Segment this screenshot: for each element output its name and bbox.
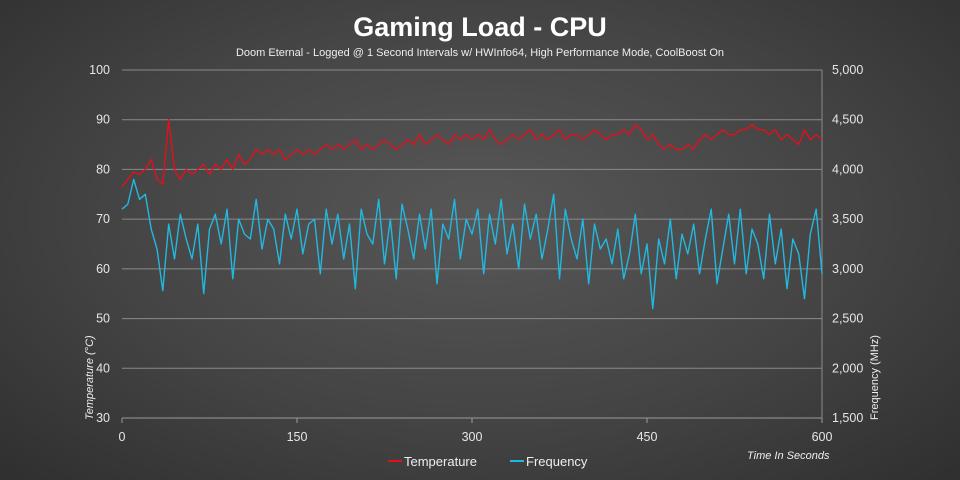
y-right-tick-label: 3,000 (832, 262, 863, 276)
series-line-temperature (121, 118, 823, 188)
y-axis-right-label: Frequency (MHz) (869, 335, 881, 420)
x-tick-label: 450 (637, 430, 658, 444)
legend: Temperature Frequency (388, 454, 588, 469)
y-right-tick-label: 1,500 (832, 411, 863, 425)
y-left-tick-label: 60 (96, 262, 110, 276)
x-axis-label: Time In Seconds (747, 450, 830, 462)
chart-title: Gaming Load - CPU (353, 12, 607, 42)
y-left-tick-label: 40 (96, 361, 110, 375)
y-right-tick-label: 5,000 (832, 63, 863, 77)
x-tick-label: 150 (287, 430, 308, 444)
y-left-tick-label: 80 (96, 162, 110, 176)
y-left-tick-label: 70 (96, 212, 110, 226)
y-axis-left-label: Temperature (°C) (84, 335, 96, 420)
chart-subtitle: Doom Eternal - Logged @ 1 Second Interva… (235, 47, 725, 59)
x-tick-label: 600 (812, 430, 833, 444)
y-left-tick-label: 90 (96, 113, 110, 127)
series-line-frequency (121, 178, 823, 310)
y-right-tick-label: 2,000 (832, 361, 863, 375)
y-left-tick-label: 50 (96, 312, 110, 326)
y-right-tick-label: 4,500 (832, 113, 863, 127)
legend-frequency-label: Frequency (526, 454, 588, 469)
legend-temperature-label: Temperature (404, 454, 477, 469)
y-right-tick-label: 3,500 (832, 212, 863, 226)
y-right-tick-label: 2,500 (832, 312, 863, 326)
x-tick-label: 300 (462, 430, 483, 444)
y-right-tick-label: 4,000 (832, 162, 863, 176)
x-tick-label: 0 (119, 430, 126, 444)
y-left-tick-label: 100 (89, 63, 110, 77)
y-left-tick-label: 30 (96, 411, 110, 425)
